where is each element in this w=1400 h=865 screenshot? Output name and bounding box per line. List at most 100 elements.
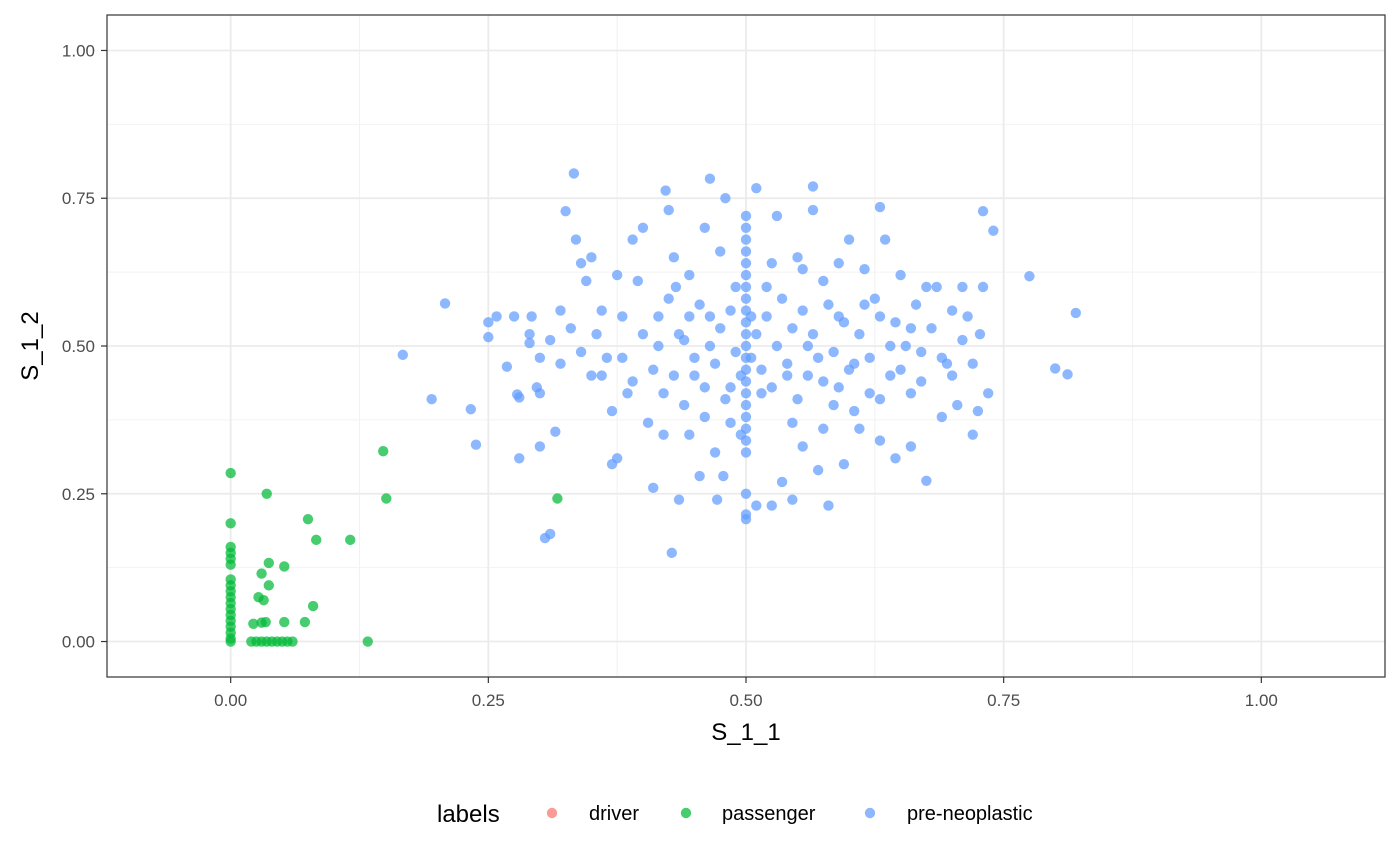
data-point-pre-neoplastic: [611, 269, 623, 281]
data-point-pre-neoplastic: [534, 441, 546, 452]
legend-key-passenger: [680, 807, 692, 819]
data-point-pre-neoplastic: [859, 299, 870, 310]
data-point-pre-neoplastic: [740, 447, 752, 458]
data-point-pre-neoplastic: [740, 246, 752, 257]
data-point-pre-neoplastic: [740, 222, 752, 233]
grid-layer: [107, 15, 1385, 677]
data-point-pre-neoplastic: [740, 488, 752, 499]
data-point-pre-neoplastic: [648, 364, 659, 375]
data-point-passenger: [378, 446, 389, 457]
data-point-pre-neoplastic: [678, 399, 690, 411]
data-point-pre-neoplastic: [807, 204, 819, 216]
data-point-pre-neoplastic: [890, 317, 901, 328]
data-point-pre-neoplastic: [606, 405, 618, 417]
data-point-pre-neoplastic: [653, 340, 664, 352]
data-point-pre-neoplastic: [501, 361, 513, 372]
data-point-pre-neoplastic: [586, 252, 597, 263]
data-point-pre-neoplastic: [575, 346, 587, 358]
data-point-pre-neoplastic: [874, 311, 886, 322]
data-point-pre-neoplastic: [711, 494, 723, 505]
data-point-passenger: [225, 518, 236, 529]
data-point-pre-neoplastic: [658, 429, 669, 440]
data-point-pre-neoplastic: [771, 340, 783, 352]
data-point-pre-neoplastic: [704, 340, 716, 352]
x-tick-label: 0.75: [987, 691, 1020, 710]
data-point-pre-neoplastic: [782, 358, 793, 369]
data-point-pre-neoplastic: [653, 311, 664, 322]
data-point-pre-neoplastic: [751, 500, 762, 511]
data-point-pre-neoplastic: [807, 181, 819, 192]
data-point-pre-neoplastic: [910, 299, 922, 310]
data-point-passenger: [552, 493, 563, 504]
data-point-pre-neoplastic: [812, 464, 824, 476]
data-point-pre-neoplastic: [740, 435, 752, 446]
data-point-pre-neoplastic: [890, 453, 901, 464]
data-point-pre-neoplastic: [699, 382, 710, 393]
data-point-pre-neoplastic: [818, 275, 829, 287]
data-point-pre-neoplastic: [921, 281, 932, 293]
data-point-pre-neoplastic: [725, 417, 736, 429]
data-point-pre-neoplastic: [957, 281, 968, 293]
data-point-pre-neoplastic: [534, 388, 546, 399]
y-tick-label: 0.00: [62, 633, 95, 652]
data-point-pre-neoplastic: [946, 305, 958, 316]
data-point-pre-neoplastic: [611, 453, 623, 464]
data-point-pre-neoplastic: [689, 352, 700, 364]
x-axis-title: S_1_1: [711, 719, 780, 746]
data-point-pre-neoplastic: [776, 293, 788, 304]
data-point-pre-neoplastic: [771, 210, 783, 222]
data-point-pre-neoplastic: [957, 334, 968, 346]
x-tick-label: 0.00: [214, 691, 247, 710]
legend-title: labels: [437, 801, 500, 828]
data-point-pre-neoplastic: [514, 453, 525, 464]
data-point-pre-neoplastic: [586, 370, 597, 381]
data-point-pre-neoplastic: [823, 500, 834, 511]
data-point-pre-neoplastic: [550, 426, 561, 437]
data-point-pre-neoplastic: [627, 234, 638, 245]
data-point-pre-neoplastic: [797, 441, 808, 452]
data-point-pre-neoplastic: [952, 399, 963, 411]
data-point-passenger: [311, 534, 322, 546]
data-point-pre-neoplastic: [568, 168, 580, 179]
data-point-pre-neoplastic: [575, 258, 587, 269]
data-point-passenger: [307, 600, 319, 612]
data-point-pre-neoplastic: [725, 305, 736, 316]
data-point-pre-neoplastic: [874, 435, 886, 446]
legend: labels driver passenger pre-neoplastic: [437, 801, 1033, 828]
x-tick-label: 1.00: [1245, 691, 1278, 710]
data-point-pre-neoplastic: [895, 269, 906, 281]
data-point-pre-neoplastic: [895, 364, 906, 375]
data-point-pre-neoplastic: [756, 388, 767, 399]
data-point-pre-neoplastic: [617, 352, 628, 364]
data-point-pre-neoplastic: [1062, 369, 1073, 380]
data-point-pre-neoplastic: [787, 417, 798, 429]
data-point-passenger: [258, 594, 269, 606]
data-point-pre-neoplastic: [740, 513, 752, 525]
data-point-pre-neoplastic: [977, 281, 989, 293]
data-point-pre-neoplastic: [802, 340, 814, 352]
data-point-pre-neoplastic: [439, 298, 451, 309]
data-point-pre-neoplastic: [745, 352, 757, 364]
data-point-pre-neoplastic: [684, 269, 695, 281]
data-point-pre-neoplastic: [470, 439, 482, 450]
y-tick-label: 0.50: [62, 337, 95, 356]
data-point-pre-neoplastic: [972, 405, 984, 417]
data-point-pre-neoplastic: [905, 323, 917, 334]
data-point-pre-neoplastic: [766, 500, 777, 511]
data-point-pre-neoplastic: [668, 370, 680, 381]
data-point-pre-neoplastic: [740, 281, 752, 293]
data-point-passenger: [263, 580, 275, 591]
data-point-pre-neoplastic: [637, 222, 649, 233]
data-point-pre-neoplastic: [740, 411, 752, 423]
data-point-passenger: [225, 559, 236, 570]
data-point-pre-neoplastic: [740, 269, 752, 281]
data-point-pre-neoplastic: [637, 328, 649, 340]
data-point-pre-neoplastic: [627, 376, 638, 387]
data-point-pre-neoplastic: [833, 258, 844, 269]
data-point-pre-neoplastic: [689, 370, 700, 381]
data-point-pre-neoplastic: [859, 263, 870, 275]
data-point-pre-neoplastic: [632, 275, 643, 287]
data-point-pre-neoplastic: [807, 328, 819, 340]
data-point-pre-neoplastic: [720, 193, 731, 204]
